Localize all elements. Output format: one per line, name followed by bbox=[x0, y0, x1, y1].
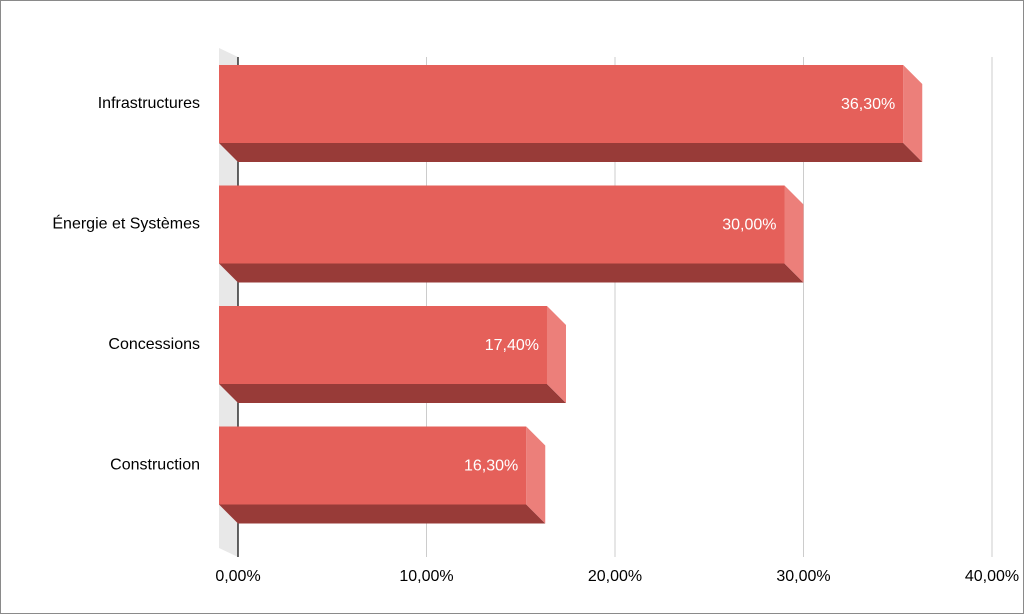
data-label: 16,30% bbox=[464, 458, 518, 475]
bar-bottom-face bbox=[219, 263, 804, 283]
data-label: 36,30% bbox=[841, 96, 895, 113]
bar[interactable] bbox=[219, 306, 547, 384]
x-tick-label: 40,00% bbox=[965, 568, 1019, 585]
bar-side-face bbox=[526, 426, 546, 524]
bar-side-face bbox=[546, 306, 566, 403]
bar[interactable] bbox=[219, 65, 904, 143]
bar-bottom-face bbox=[219, 384, 566, 403]
data-label: 30,00% bbox=[722, 217, 776, 234]
category-label: Concessions bbox=[108, 336, 200, 353]
bar-side-face bbox=[903, 65, 923, 162]
x-tick-label: 0,00% bbox=[215, 568, 260, 585]
x-tick-label: 20,00% bbox=[588, 568, 642, 585]
bar[interactable] bbox=[219, 185, 785, 264]
category-label: Énergie et Systèmes bbox=[52, 214, 200, 233]
bar-side-face bbox=[784, 185, 804, 283]
data-label: 17,40% bbox=[485, 337, 539, 354]
category-label: Infrastructures bbox=[98, 95, 200, 112]
category-label: Construction bbox=[110, 457, 200, 474]
x-tick-label: 30,00% bbox=[776, 568, 830, 585]
bar-bottom-face bbox=[219, 504, 546, 524]
bar-bottom-face bbox=[219, 143, 923, 162]
bar[interactable] bbox=[219, 426, 527, 505]
x-tick-label: 10,00% bbox=[399, 568, 453, 585]
